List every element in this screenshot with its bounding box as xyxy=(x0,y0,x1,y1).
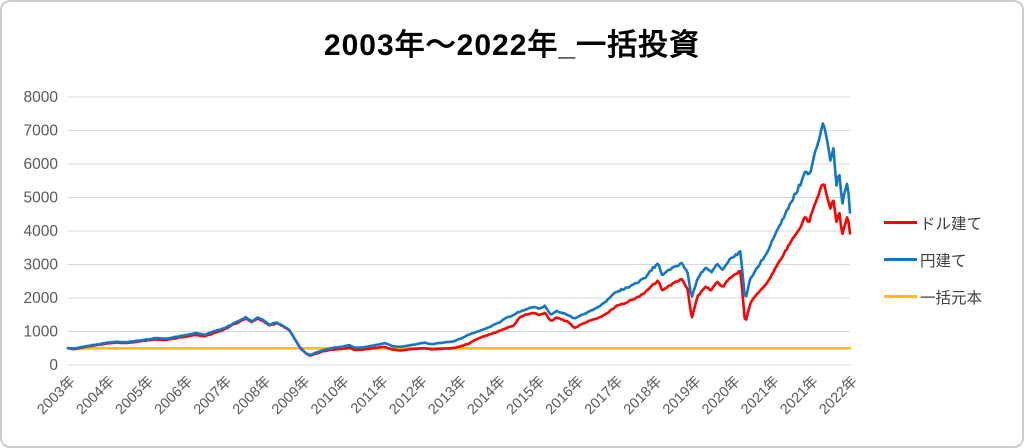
y-tick-label: 0 xyxy=(49,357,58,374)
x-tick-label: 2010年 xyxy=(307,373,352,418)
x-tick-label: 2017年 xyxy=(581,373,626,418)
x-tick-label: 2011年 xyxy=(347,373,391,417)
x-tick-label: 2003年 xyxy=(34,373,79,418)
legend-item-usd: ドル建て xyxy=(884,211,982,234)
x-tick-label: 2021年 xyxy=(777,373,822,418)
y-tick-label: 5000 xyxy=(24,190,59,207)
x-tick-label: 2012年 xyxy=(386,373,431,418)
x-tick-label: 2021年 xyxy=(738,373,783,418)
legend-swatch-jpy xyxy=(884,258,917,261)
y-tick-label: 4000 xyxy=(24,223,59,240)
x-tick-label: 2015年 xyxy=(503,373,548,418)
x-tick-label: 2014年 xyxy=(464,373,509,418)
legend-item-principal: 一括元本 xyxy=(884,285,982,308)
chart-title: 2003年～2022年_一括投資 xyxy=(323,29,701,62)
x-tick-label: 2018年 xyxy=(620,373,665,418)
x-tick-label: 2005年 xyxy=(112,373,157,418)
legend-item-jpy: 円建て xyxy=(884,248,982,271)
y-tick-label: 6000 xyxy=(24,156,59,173)
series-line-jpy xyxy=(66,122,852,357)
series-line-usd xyxy=(66,183,852,357)
legend-label-jpy: 円建て xyxy=(920,252,967,270)
y-tick-label: 7000 xyxy=(24,123,59,140)
y-tick-label: 2000 xyxy=(24,290,59,307)
y-tick-label: 3000 xyxy=(24,257,59,274)
x-tick-label: 2004年 xyxy=(73,373,118,418)
y-tick-label: 8000 xyxy=(24,89,59,106)
x-tick-label: 2013年 xyxy=(425,373,470,418)
x-tick-label: 2019年 xyxy=(659,373,704,418)
x-tick-label: 2008年 xyxy=(229,373,274,418)
legend-label-usd: ドル建て xyxy=(920,215,983,233)
y-tick-label: 1000 xyxy=(24,324,59,341)
x-tick-label: 2007年 xyxy=(190,373,235,418)
legend-swatch-usd xyxy=(884,221,917,224)
x-tick-label: 2009年 xyxy=(268,373,313,418)
x-tick-label: 2006年 xyxy=(151,373,196,418)
chart-legend: ドル建て 円建て 一括元本 xyxy=(884,211,982,322)
x-tick-label: 2020年 xyxy=(698,373,743,418)
legend-swatch-principal xyxy=(884,295,917,298)
x-tick-label: 2016年 xyxy=(542,373,587,418)
x-tick-label: 2022年 xyxy=(816,373,861,418)
legend-label-principal: 一括元本 xyxy=(920,289,983,307)
